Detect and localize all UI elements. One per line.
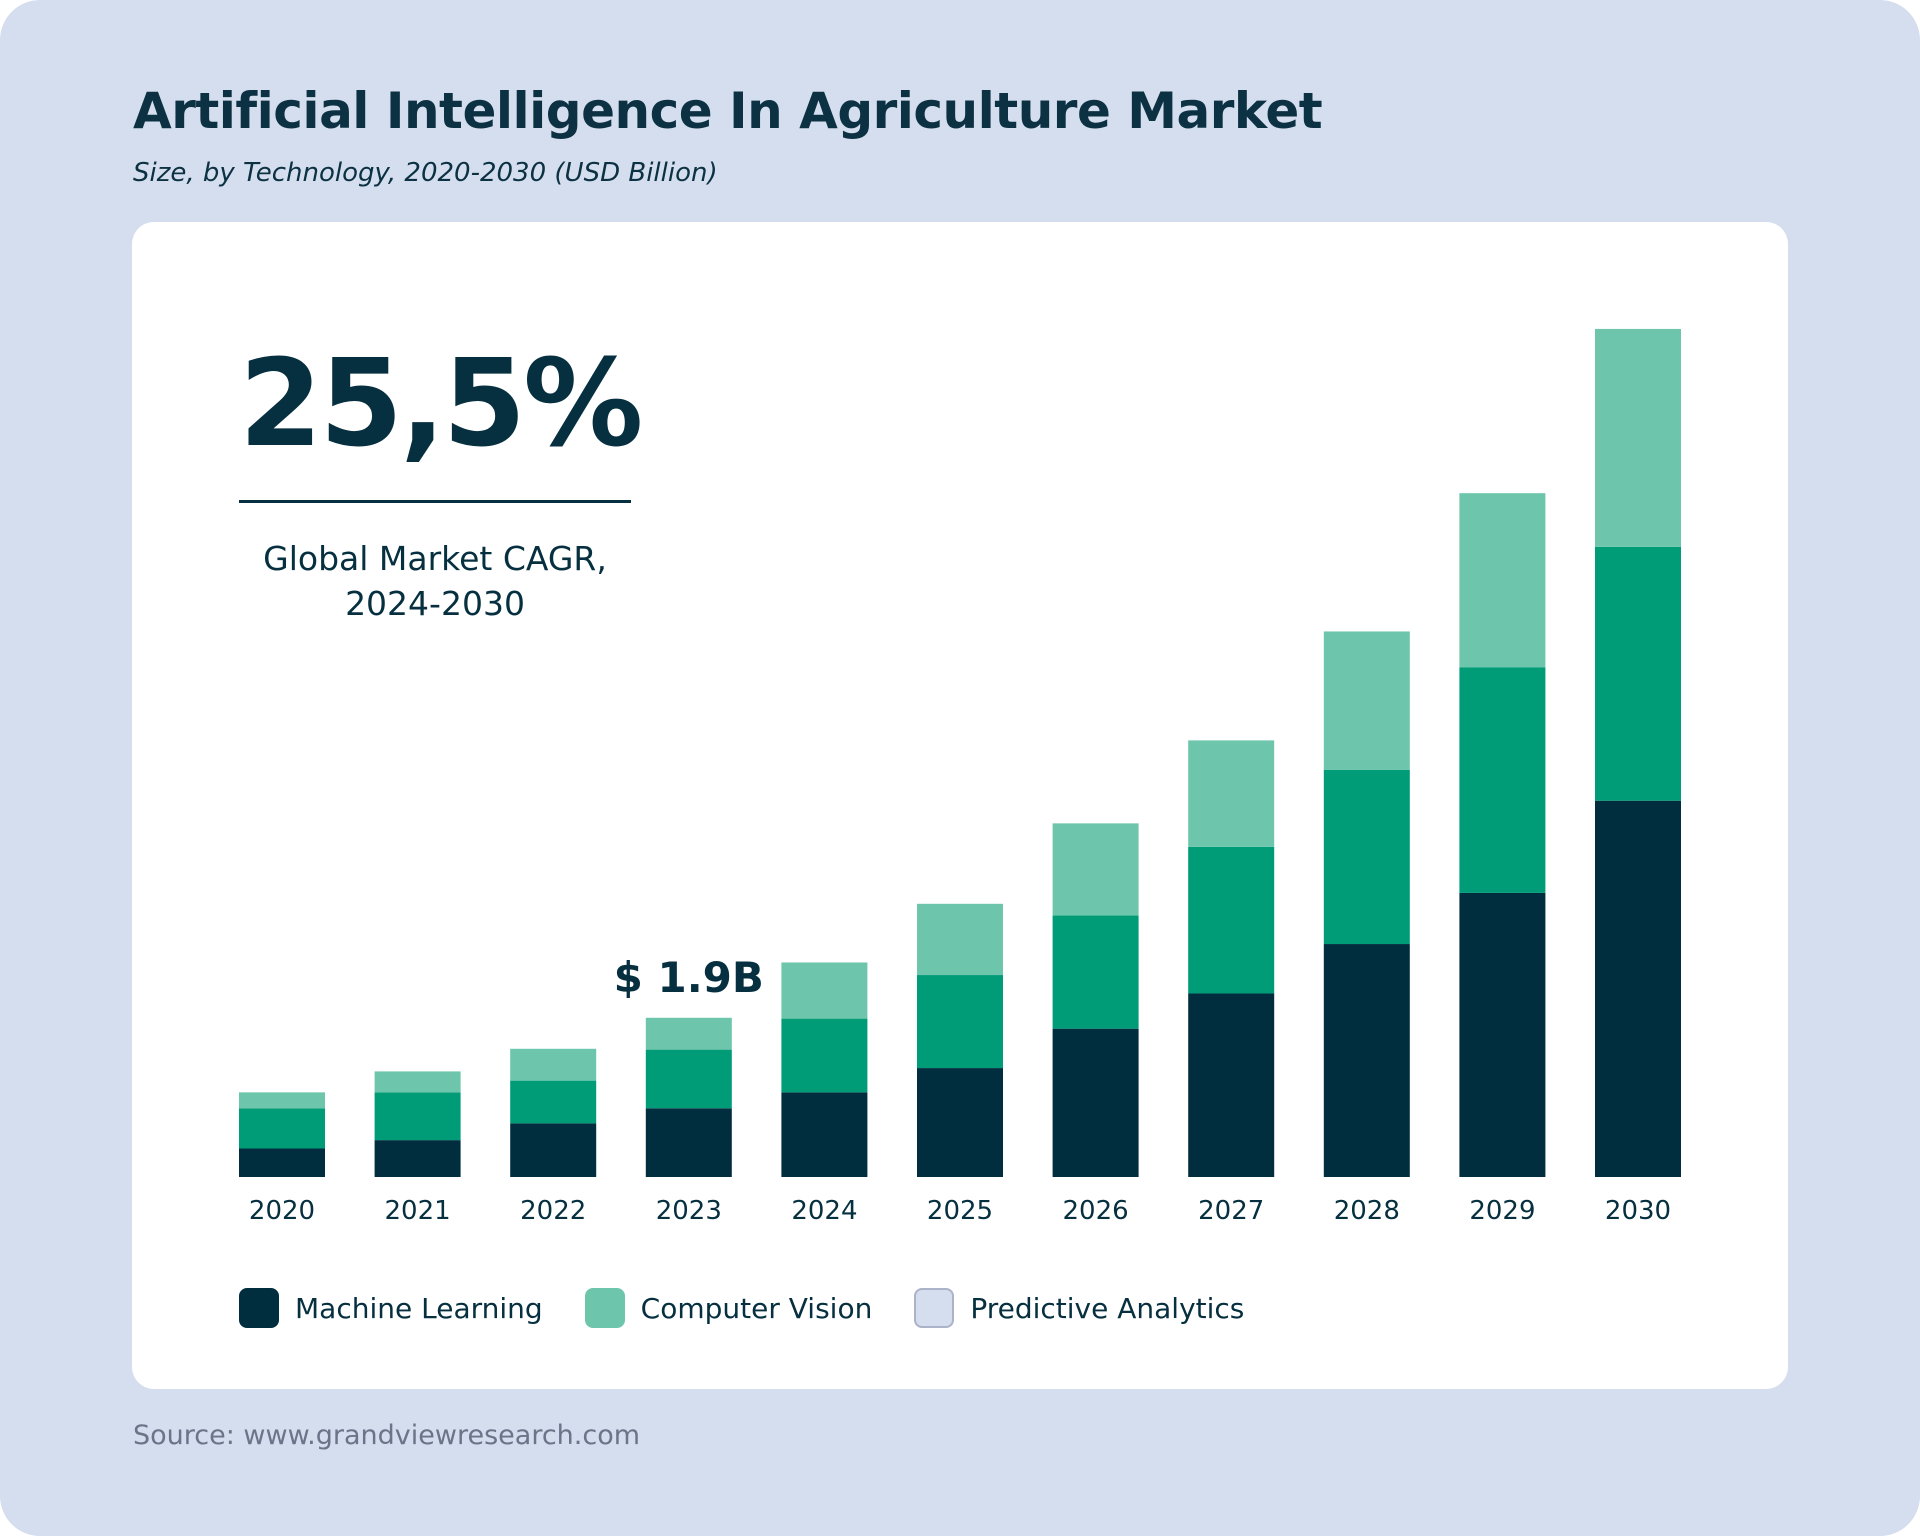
bar-predictive-analytics-2022 <box>510 1048 597 1081</box>
legend-item-computer-vision: Computer Vision <box>584 1288 873 1328</box>
bar-machine-learning-2023 <box>645 1108 732 1177</box>
legend-swatch <box>914 1288 955 1328</box>
legend-swatch <box>584 1288 625 1328</box>
bar-predictive-analytics-2025 <box>917 903 1003 976</box>
x-tick-label: 2028 <box>1334 1196 1400 1226</box>
x-tick-label: 2025 <box>927 1196 993 1226</box>
bar-predictive-analytics-2021 <box>374 1071 461 1093</box>
bar-computer-vision-2025 <box>917 975 1003 1069</box>
bar-machine-learning-2024 <box>781 1092 868 1177</box>
legend-item-machine-learning: Machine Learning <box>239 1288 543 1328</box>
cagr-value: 25,5% <box>239 335 643 474</box>
bar-machine-learning-2030 <box>1595 800 1681 1177</box>
bar-computer-vision-2022 <box>510 1080 597 1124</box>
legend-label: Computer Vision <box>640 1291 873 1325</box>
x-tick-label: 2022 <box>520 1196 586 1226</box>
x-tick-label: 2023 <box>656 1196 722 1226</box>
cagr-label: Global Market CAGR, 2024-2030 <box>239 536 631 626</box>
bar-computer-vision-2027 <box>1188 846 1275 994</box>
cagr-label-line1: Global Market CAGR, <box>263 539 607 578</box>
x-tick-label: 2027 <box>1198 1196 1264 1226</box>
bar-computer-vision-2024 <box>781 1018 868 1093</box>
bar-computer-vision-2021 <box>374 1092 461 1141</box>
bar-machine-learning-2022 <box>510 1123 597 1177</box>
x-tick-label: 2030 <box>1605 1196 1671 1226</box>
source-note: Source: www.grandviewresearch.com <box>133 1420 641 1451</box>
legend-swatch <box>239 1288 279 1328</box>
bar-predictive-analytics-2029 <box>1459 493 1546 668</box>
bar-computer-vision-2026 <box>1052 915 1139 1029</box>
bar-machine-learning-2029 <box>1459 892 1546 1177</box>
bar-predictive-analytics-2023 <box>645 1017 732 1050</box>
chart-title: Artificial Intelligence In Agriculture M… <box>133 82 1323 140</box>
bar-machine-learning-2021 <box>374 1140 461 1177</box>
bar-predictive-analytics-2024 <box>781 962 868 1019</box>
x-tick-label: 2026 <box>1063 1196 1129 1226</box>
bar-predictive-analytics-2028 <box>1323 631 1410 770</box>
x-tick-label: 2029 <box>1469 1196 1535 1226</box>
bar-computer-vision-2028 <box>1323 769 1410 945</box>
cagr-divider <box>239 500 631 503</box>
bar-machine-learning-2027 <box>1188 993 1275 1177</box>
bar-machine-learning-2028 <box>1323 944 1410 1177</box>
legend: Machine Learning Computer Vision Predict… <box>239 1288 1286 1328</box>
x-tick-label: 2020 <box>249 1196 315 1226</box>
bar-predictive-analytics-2020 <box>239 1092 325 1109</box>
x-tick-label: 2021 <box>385 1196 451 1226</box>
bar-machine-learning-2026 <box>1052 1028 1139 1177</box>
legend-label: Predictive Analytics <box>970 1291 1245 1325</box>
cagr-label-line2: 2024-2030 <box>345 584 525 623</box>
bar-computer-vision-2023 <box>645 1049 732 1109</box>
legend-item-predictive-analytics: Predictive Analytics <box>914 1288 1244 1328</box>
bar-predictive-analytics-2027 <box>1188 740 1275 847</box>
bar-predictive-analytics-2026 <box>1052 823 1139 916</box>
bar-computer-vision-2020 <box>239 1108 325 1149</box>
bar-computer-vision-2029 <box>1459 667 1546 893</box>
bar-computer-vision-2030 <box>1595 546 1681 801</box>
x-tick-label: 2024 <box>791 1196 857 1226</box>
value-annotation: $ 1.9B <box>614 953 764 1002</box>
bar-predictive-analytics-2030 <box>1595 328 1681 547</box>
bar-machine-learning-2020 <box>239 1148 325 1177</box>
bar-machine-learning-2025 <box>917 1068 1003 1177</box>
chart-subtitle: Size, by Technology, 2020-2030 (USD Bill… <box>133 158 718 188</box>
legend-label: Machine Learning <box>295 1291 543 1325</box>
